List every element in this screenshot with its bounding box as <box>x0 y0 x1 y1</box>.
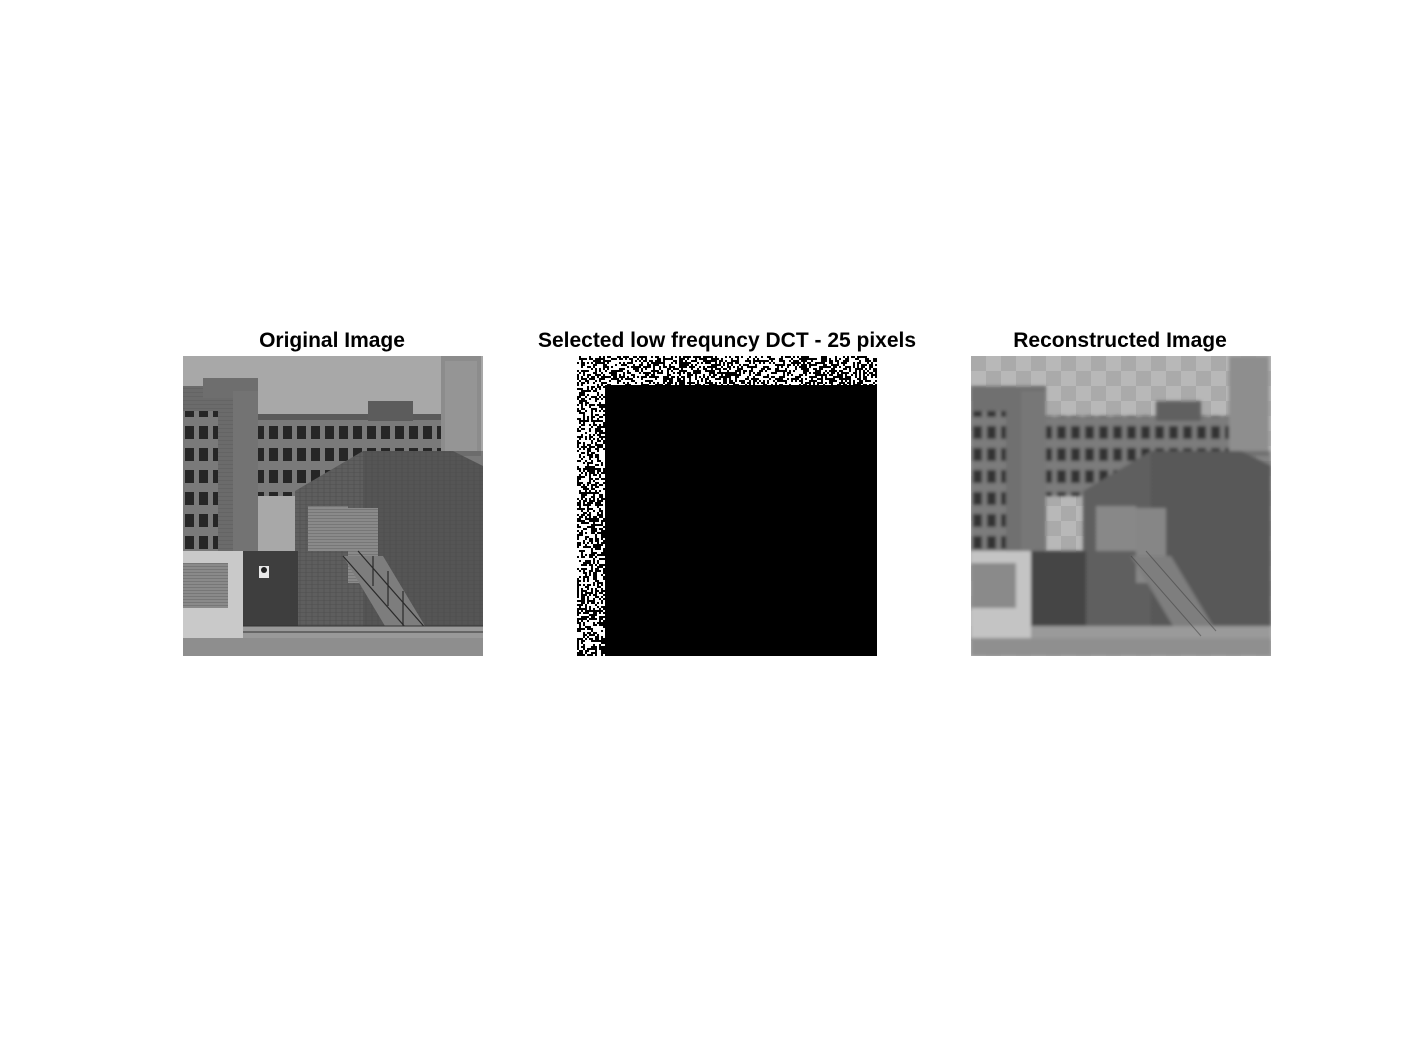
dct-mask-image <box>577 356 877 656</box>
panel-title-reconstructed: Reconstructed Image <box>1013 329 1227 352</box>
panel-title-original: Original Image <box>259 329 405 352</box>
panel-title-dct: Selected low frequncy DCT - 25 pixels <box>537 329 917 352</box>
original-image <box>183 356 483 656</box>
reconstructed-image <box>971 356 1271 656</box>
